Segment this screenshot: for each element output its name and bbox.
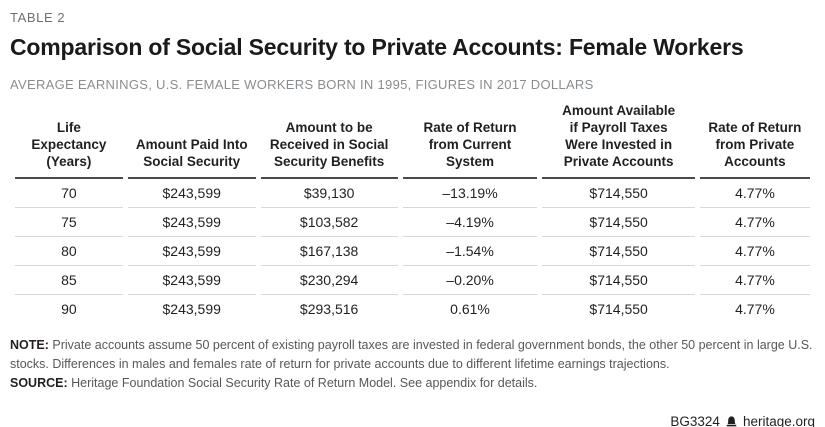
column-header-amount-received: Amount to be Received in Social Security…	[260, 102, 398, 179]
page-title: Comparison of Social Security to Private…	[10, 34, 744, 60]
table-cell: 4.77%	[699, 208, 810, 237]
table-row: 90 $243,599 $293,516 0.61% $714,550 4.77…	[15, 295, 810, 323]
table-cell: 4.77%	[699, 237, 810, 266]
table-cell: $103,582	[260, 208, 398, 237]
table-cell: –4.19%	[402, 208, 538, 237]
source-text: Heritage Foundation Social Security Rate…	[71, 375, 538, 390]
note-text: Private accounts assume 50 percent of ex…	[10, 338, 813, 371]
column-header-life-expectancy: Life Expectancy (Years)	[15, 102, 123, 179]
table-cell: $39,130	[260, 179, 398, 208]
table-label: TABLE 2	[10, 10, 66, 25]
table-cell: 70	[15, 179, 123, 208]
source-label: SOURCE:	[10, 375, 68, 390]
data-table: Life Expectancy (Years) Amount Paid Into…	[10, 102, 815, 323]
table-cell: $243,599	[127, 237, 256, 266]
table-cell: $714,550	[542, 208, 695, 237]
table-cell: 75	[15, 208, 123, 237]
document-id: BG3324	[670, 414, 720, 427]
table-cell: –1.54%	[402, 237, 538, 266]
liberty-bell-icon	[725, 415, 738, 427]
source: SOURCE: Heritage Foundation Social Secur…	[10, 374, 815, 393]
table-row: 70 $243,599 $39,130 –13.19% $714,550 4.7…	[15, 179, 810, 208]
table-cell: –13.19%	[402, 179, 538, 208]
table-cell: 4.77%	[735, 301, 775, 317]
table-row: 85 $243,599 $230,294 –0.20% $714,550 4.7…	[15, 266, 810, 295]
table-cell: $714,550	[542, 179, 695, 208]
note: NOTE: Private accounts assume 50 percent…	[10, 336, 815, 374]
notes-block: NOTE: Private accounts assume 50 percent…	[10, 336, 815, 392]
table-cell: –0.20%	[402, 266, 538, 295]
table-cell: 80	[15, 237, 123, 266]
table-cell: $243,599	[127, 179, 256, 208]
table-row: 75 $243,599 $103,582 –4.19% $714,550 4.7…	[15, 208, 810, 237]
table-cell: $243,599	[127, 266, 256, 295]
table-header-row: Life Expectancy (Years) Amount Paid Into…	[15, 102, 810, 179]
table-cell: $714,550	[589, 301, 648, 317]
table-cell: 85	[15, 266, 123, 295]
table-cell: 0.61%	[450, 301, 490, 317]
table-cell: 4.77%	[699, 266, 810, 295]
table-cell: $243,599	[127, 208, 256, 237]
column-header-amount-paid: Amount Paid Into Social Security	[127, 102, 256, 179]
note-label: NOTE:	[10, 338, 49, 352]
table-cell: $293,516	[299, 301, 359, 317]
site-url: heritage.org	[742, 414, 815, 427]
table-cell: $230,294	[260, 266, 398, 295]
table-cell: $167,138	[260, 237, 398, 266]
table-cell: $714,550	[542, 237, 695, 266]
column-header-amount-available: Amount Available if Payroll Taxes Were I…	[542, 102, 695, 179]
column-header-return-private: Rate of Return from Private Accounts	[699, 102, 810, 179]
table-cell: $243,599	[162, 301, 221, 317]
footer: BG3324 heritage.org	[10, 414, 815, 427]
table-cell: 90	[61, 301, 77, 317]
column-header-return-current: Rate of Return from Current System	[402, 102, 538, 179]
table-row: 80 $243,599 $167,138 –1.54% $714,550 4.7…	[15, 237, 810, 266]
table-cell: 4.77%	[699, 179, 810, 208]
subtitle: AVERAGE EARNINGS, U.S. FEMALE WORKERS BO…	[10, 77, 594, 92]
table-cell: $714,550	[542, 266, 695, 295]
